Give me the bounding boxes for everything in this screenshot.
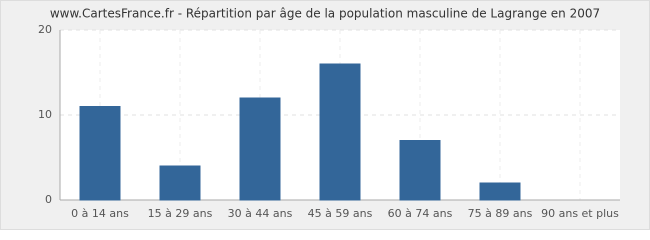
bar [319,63,361,201]
chart-title: www.CartesFrance.fr - Répartition par âg… [50,7,600,21]
x-tick-label: 30 à 44 ans [228,207,293,220]
x-tick-label: 90 ans et plus [541,207,619,220]
x-tick-label: 0 à 14 ans [71,207,129,220]
x-tick-label: 60 à 74 ans [388,207,453,220]
chart: www.CartesFrance.fr - Répartition par âg… [0,0,650,230]
y-tick-label: 20 [38,23,52,36]
x-tick-label: 45 à 59 ans [308,207,373,220]
x-tick-label: 15 à 29 ans [148,207,213,220]
y-tick-label: 10 [38,108,52,121]
x-tick-label: 75 à 89 ans [468,207,533,220]
bar [479,182,521,201]
bar [159,165,201,201]
y-tick-label: 0 [45,193,52,206]
bar [399,140,441,201]
bar [239,97,281,201]
bar [79,106,121,201]
